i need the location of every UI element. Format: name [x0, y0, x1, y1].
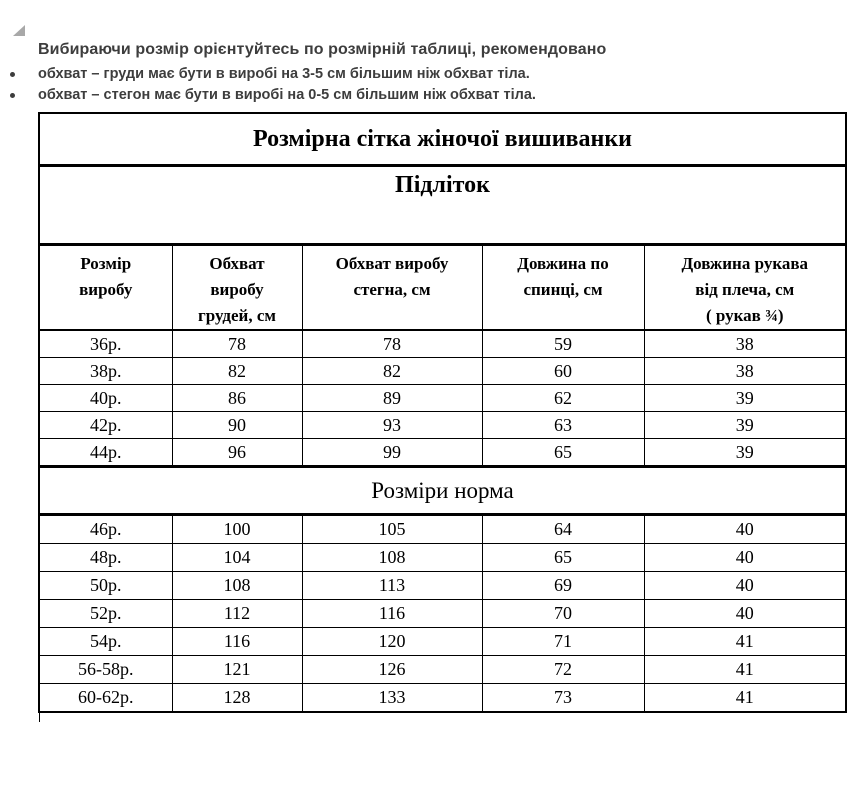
- size-label-cell: 38р.: [38, 357, 173, 385]
- value-cell: 41: [643, 655, 847, 684]
- value-cell: 40: [643, 514, 847, 544]
- bullet-item: обхват – стегон має бути в виробі на 0-5…: [0, 85, 862, 106]
- size-label-cell: 42р.: [38, 411, 173, 439]
- size-table: Розмірна сітка жіночої вишиванки Підліто…: [38, 112, 847, 713]
- table-row: 46р. 100 105 64 40: [38, 514, 847, 544]
- table-row: 60-62р. 128 133 73 41: [38, 683, 847, 713]
- value-cell: 90: [171, 411, 303, 439]
- value-cell: 38: [643, 329, 847, 358]
- value-cell: 108: [171, 571, 303, 600]
- table-row: 52р. 112 116 70 40: [38, 599, 847, 628]
- value-cell: 133: [301, 683, 483, 713]
- value-cell: 121: [171, 655, 303, 684]
- value-cell: 78: [301, 329, 483, 358]
- size-label-cell: 36р.: [38, 329, 173, 358]
- size-label-cell: 46р.: [38, 514, 173, 544]
- section-norm-row: Розміри норма: [38, 465, 847, 516]
- value-cell: 70: [481, 599, 645, 628]
- bullet-dot-icon: [10, 93, 15, 98]
- value-cell: 89: [301, 384, 483, 412]
- value-cell: 72: [481, 655, 645, 684]
- bullet-text: обхват – стегон має бути в виробі на 0-5…: [38, 87, 536, 103]
- value-cell: 104: [171, 543, 303, 572]
- size-label-cell: 50р.: [38, 571, 173, 600]
- value-cell: 71: [481, 627, 645, 656]
- bullet-text: обхват – груди має бути в виробі на 3-5 …: [38, 66, 530, 82]
- column-header-size: Розмір виробу: [38, 244, 173, 331]
- size-label-cell: 60-62р.: [38, 683, 173, 713]
- value-cell: 39: [643, 411, 847, 439]
- value-cell: 59: [481, 329, 645, 358]
- size-label-cell: 44р.: [38, 438, 173, 467]
- value-cell: 108: [301, 543, 483, 572]
- size-label-cell: 52р.: [38, 599, 173, 628]
- value-cell: 78: [171, 329, 303, 358]
- section-teen-row: Підліток: [38, 165, 847, 246]
- value-cell: 40: [643, 599, 847, 628]
- value-cell: 40: [643, 543, 847, 572]
- value-cell: 73: [481, 683, 645, 713]
- value-cell: 38: [643, 357, 847, 385]
- value-cell: 64: [481, 514, 645, 544]
- table-row: 40р. 86 89 62 39: [38, 384, 847, 412]
- table-row: 56-58р. 121 126 72 41: [38, 655, 847, 684]
- value-cell: 41: [643, 627, 847, 656]
- size-label-cell: 56-58р.: [38, 655, 173, 684]
- value-cell: 39: [643, 438, 847, 467]
- section-norm-label: Розміри норма: [38, 465, 847, 516]
- value-cell: 39: [643, 384, 847, 412]
- value-cell: 112: [171, 599, 303, 628]
- intro-heading: Вибираючи розмір орієнтуйтесь по розмірн…: [38, 41, 607, 58]
- column-header-row: Розмір виробу Обхват виробу грудей, см О…: [38, 244, 847, 331]
- value-cell: 105: [301, 514, 483, 544]
- column-header-sleeve: Довжина рукава від плеча, см ( рукав ¾): [643, 244, 847, 331]
- column-header-hip: Обхват виробу стегна, см: [301, 244, 483, 331]
- anchor-triangle-icon: [13, 25, 25, 36]
- value-cell: 126: [301, 655, 483, 684]
- value-cell: 41: [643, 683, 847, 713]
- value-cell: 86: [171, 384, 303, 412]
- value-cell: 120: [301, 627, 483, 656]
- column-header-back: Довжина по спинці, см: [481, 244, 645, 331]
- text-cursor: [39, 699, 40, 722]
- table-row: 36р. 78 78 59 38: [38, 329, 847, 358]
- value-cell: 116: [301, 599, 483, 628]
- value-cell: 63: [481, 411, 645, 439]
- bullet-item: обхват – груди має бути в виробі на 3-5 …: [0, 64, 862, 85]
- value-cell: 116: [171, 627, 303, 656]
- value-cell: 99: [301, 438, 483, 467]
- value-cell: 69: [481, 571, 645, 600]
- value-cell: 65: [481, 543, 645, 572]
- table-row: 38р. 82 82 60 38: [38, 357, 847, 385]
- value-cell: 65: [481, 438, 645, 467]
- bullet-dot-icon: [10, 72, 15, 77]
- table-row: 48р. 104 108 65 40: [38, 543, 847, 572]
- table-title: Розмірна сітка жіночої вишиванки: [38, 112, 847, 167]
- table-row: 54р. 116 120 71 41: [38, 627, 847, 656]
- size-label-cell: 48р.: [38, 543, 173, 572]
- size-label-cell: 54р.: [38, 627, 173, 656]
- value-cell: 40: [643, 571, 847, 600]
- value-cell: 100: [171, 514, 303, 544]
- value-cell: 128: [171, 683, 303, 713]
- value-cell: 93: [301, 411, 483, 439]
- table-row: 42р. 90 93 63 39: [38, 411, 847, 439]
- size-label-cell: 40р.: [38, 384, 173, 412]
- value-cell: 96: [171, 438, 303, 467]
- section-teen-label: Підліток: [38, 165, 847, 246]
- table-row: 50р. 108 113 69 40: [38, 571, 847, 600]
- column-header-chest: Обхват виробу грудей, см: [171, 244, 303, 331]
- table-title-row: Розмірна сітка жіночої вишиванки: [38, 112, 847, 167]
- table-row: 44р. 96 99 65 39: [38, 438, 847, 467]
- value-cell: 60: [481, 357, 645, 385]
- value-cell: 82: [301, 357, 483, 385]
- bullet-list: обхват – груди має бути в виробі на 3-5 …: [0, 64, 862, 106]
- value-cell: 113: [301, 571, 483, 600]
- value-cell: 62: [481, 384, 645, 412]
- value-cell: 82: [171, 357, 303, 385]
